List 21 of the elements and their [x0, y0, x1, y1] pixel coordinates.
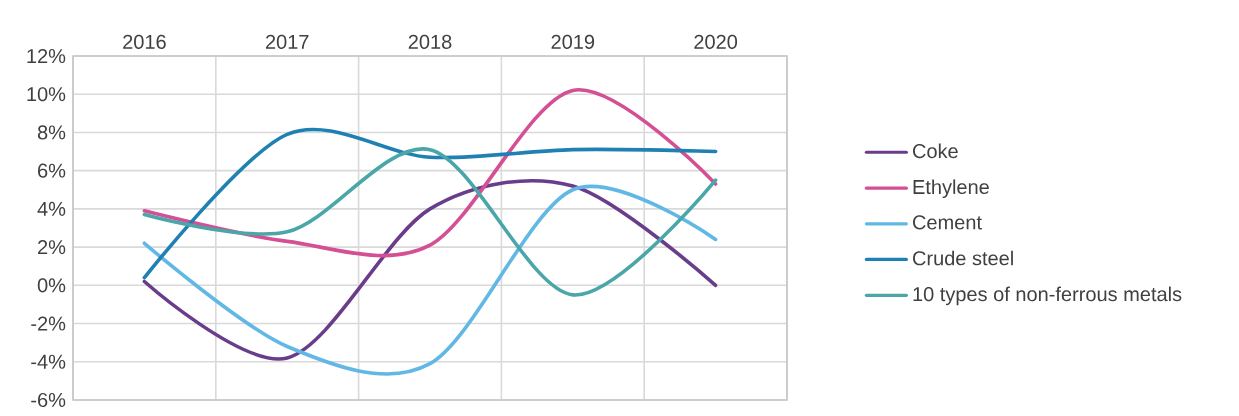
line-series: [142, 147, 718, 297]
x-tick-label: 2018: [408, 34, 452, 49]
y-tick-label: -6%: [31, 392, 66, 408]
y-tick-label: 0%: [37, 278, 66, 293]
y-tick-label: -4%: [31, 354, 66, 369]
x-tick-label: 2020: [694, 34, 738, 49]
y-tick-label: 4%: [37, 201, 66, 216]
legend-label: Ethylene: [913, 179, 989, 199]
legend-label: Crude steel: [913, 250, 1013, 266]
legend-label: Cement: [913, 215, 982, 230]
y-tick-label: 2%: [38, 240, 66, 255]
y-tick-label: 12%: [27, 48, 66, 64]
x-tick-label: 2016: [123, 34, 166, 49]
y-tick-label: -2%: [31, 316, 66, 331]
x-tick-label: 2017: [265, 34, 309, 49]
y-tick-label: 6%: [38, 163, 66, 178]
x-tick-label: 2019: [551, 34, 595, 49]
legend-label: Coke: [913, 143, 958, 159]
y-tick-label: 10%: [27, 87, 66, 102]
y-tick-label: 8%: [37, 125, 66, 140]
legend-label: 10 types of non-ferrous metals: [913, 286, 1182, 306]
